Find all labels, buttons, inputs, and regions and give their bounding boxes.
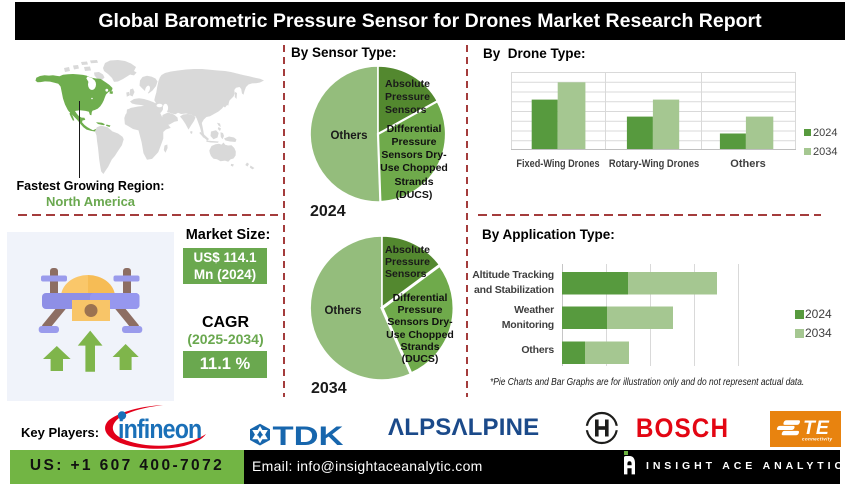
svg-text:TE: TE [803,417,830,439]
svg-text:infineon: infineon [118,414,201,444]
svg-text:connectivity: connectivity [802,437,833,442]
svg-text:TDK: TDK [273,421,345,448]
